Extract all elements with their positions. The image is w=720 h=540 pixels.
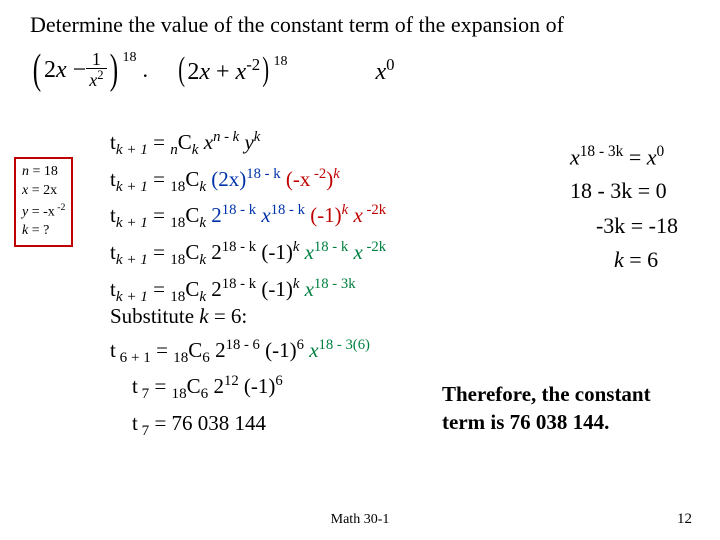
derivation-block: tk + 1 = nCk xn - k yk tk + 1 = 18Ck (2x… xyxy=(110,126,386,309)
footer-label: Math 30-1 xyxy=(0,512,720,528)
page-title: Determine the value of the constant term… xyxy=(0,0,720,42)
page-number: 12 xyxy=(677,511,692,528)
x-zero: x0 xyxy=(376,55,395,86)
side-solve: x18 - 3k = x0 18 - 3k = 0 -3k = -18 k = … xyxy=(570,140,678,277)
given-box: n = 18 x = 2x y = -x -2 k = ? xyxy=(14,157,73,247)
expr-alt: ( 2x + x-2 ) 18 xyxy=(176,51,288,89)
substitute-header: Substitute k = 6: xyxy=(110,304,247,329)
substitute-lines: t 6 + 1 = 18C6 218 - 6 (-1)6 x18 - 3(6) … xyxy=(110,334,370,443)
expr-boxed: ( 2x − 1 x2 ) 18 . xyxy=(30,46,148,94)
conclusion: Therefore, the constant term is 76 038 1… xyxy=(442,380,692,437)
expression-row: ( 2x − 1 x2 ) 18 . ( 2x + x-2 ) 18 x0 xyxy=(0,42,720,94)
